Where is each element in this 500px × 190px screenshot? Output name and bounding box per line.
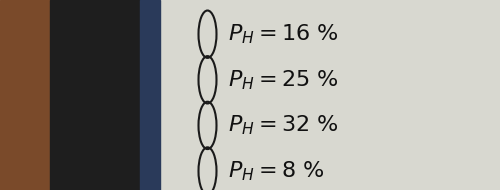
Text: $P_{H} = 32\ \%$: $P_{H} = 32\ \%$: [228, 114, 338, 137]
Bar: [50, 0, 140, 190]
Bar: [140, 0, 160, 190]
Text: $P_{H} = 16\ \%$: $P_{H} = 16\ \%$: [228, 22, 338, 46]
Text: $P_{H} = 25\ \%$: $P_{H} = 25\ \%$: [228, 68, 338, 92]
Text: $P_{H} = 8\ \%$: $P_{H} = 8\ \%$: [228, 159, 324, 183]
Bar: [0, 0, 50, 190]
Bar: [160, 0, 500, 190]
